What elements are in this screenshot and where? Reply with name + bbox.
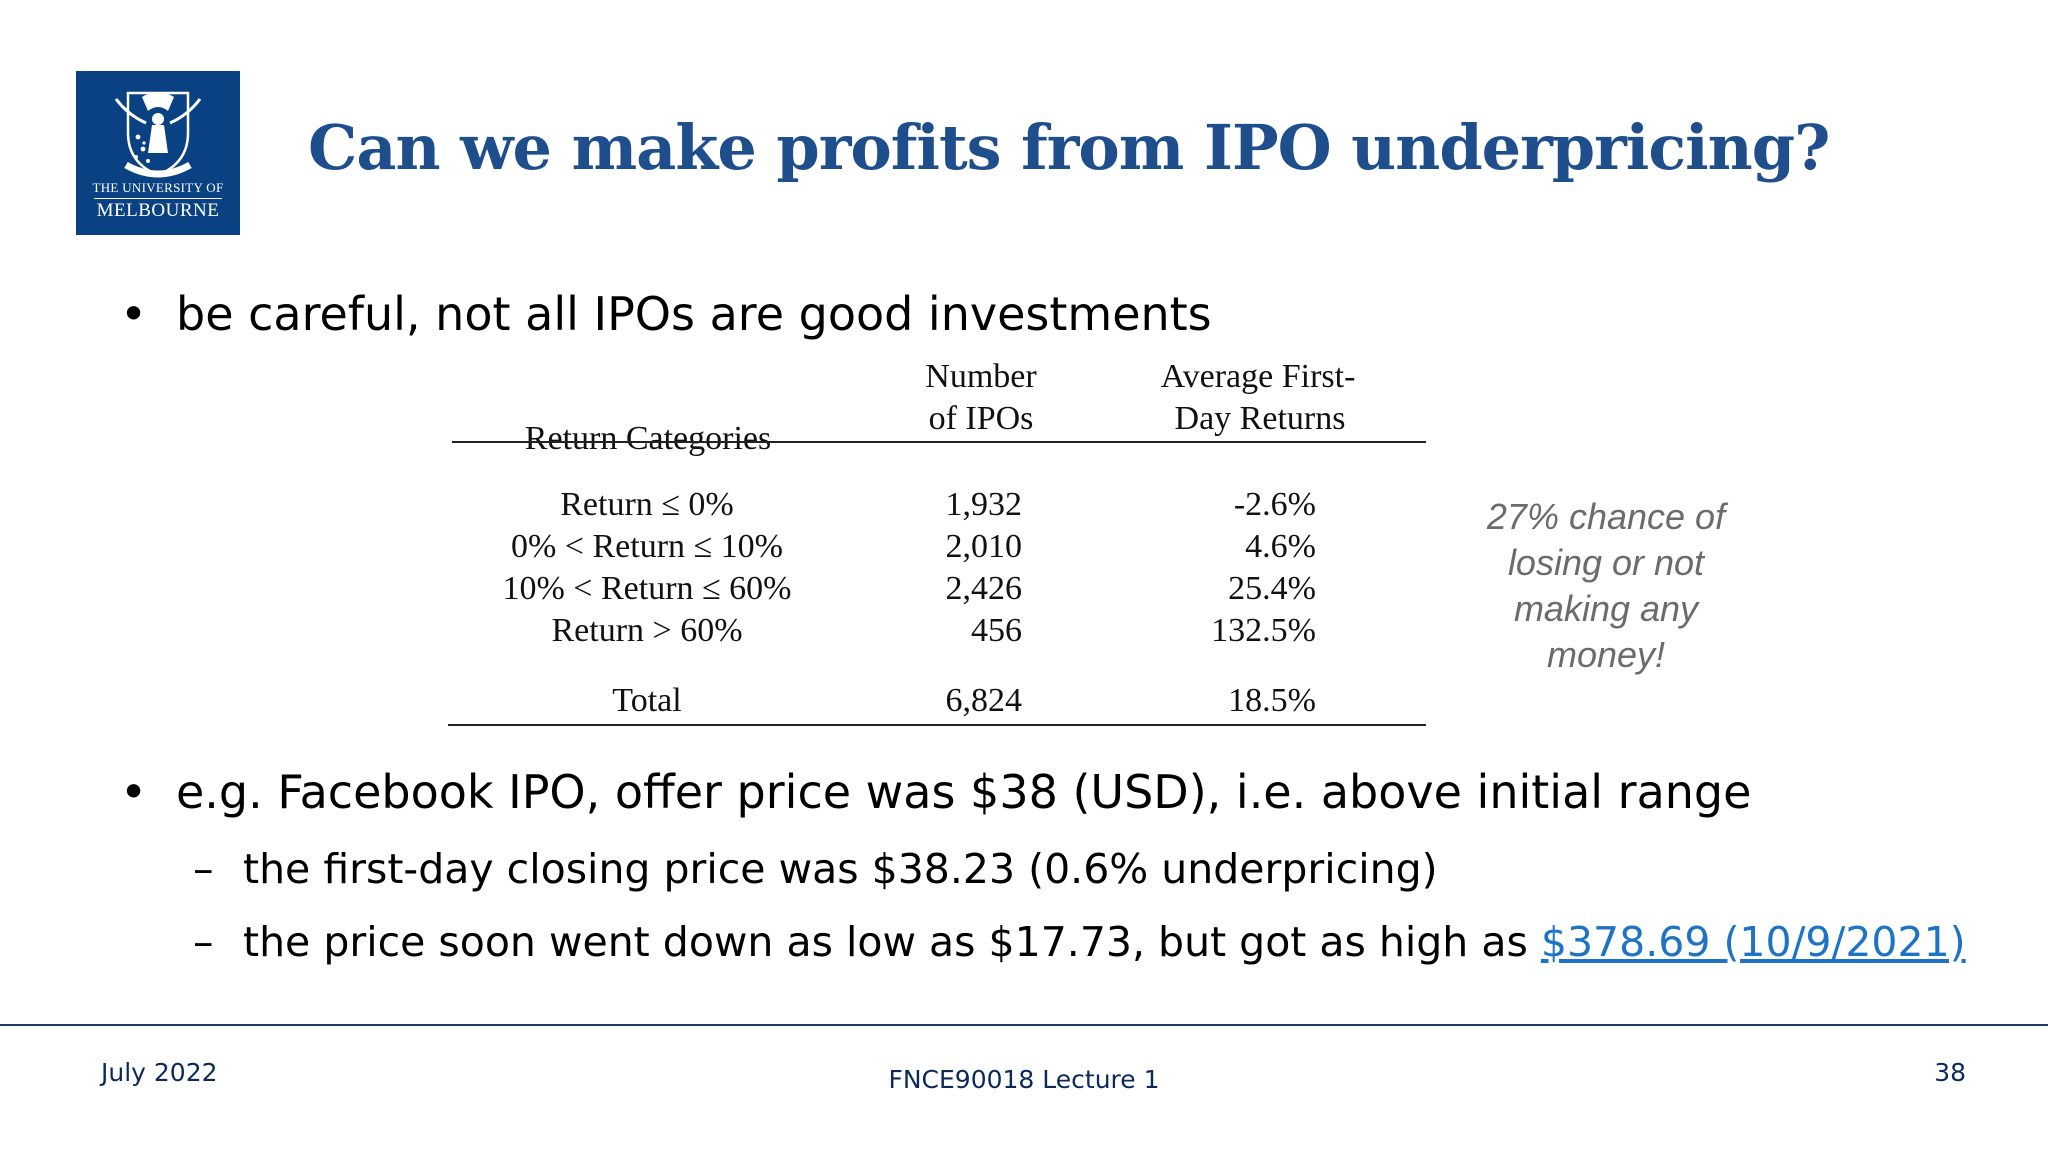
- total-average: 18.5%: [1228, 682, 1316, 719]
- stock-price-link[interactable]: $378.69 (10/9/2021): [1540, 918, 1966, 966]
- header-number-line-2: of IPOs: [928, 400, 1034, 437]
- page-number: 38: [1934, 1058, 1966, 1087]
- dash-icon: –: [193, 845, 214, 893]
- header-number-line-1: Number: [925, 358, 1037, 395]
- note-line-1: 27% chance of: [1486, 496, 1726, 537]
- logo-divider: [94, 198, 222, 199]
- sub-bullet-2: – the price soon went down as low as $17…: [193, 918, 1966, 967]
- bullet-2-text: e.g. Facebook IPO, offer price was $38 (…: [176, 765, 1752, 819]
- bullet-2: • e.g. Facebook IPO, offer price was $38…: [120, 765, 1752, 820]
- row-3-number: 2,426: [945, 570, 1023, 607]
- sub-bullet-1-text: the first-day closing price was $38.23 (…: [243, 845, 1438, 893]
- note-line-2: losing or not: [1507, 542, 1705, 583]
- bullet-dot-icon: •: [120, 765, 148, 819]
- row-4-average: 132.5%: [1211, 612, 1316, 649]
- bullet-1-text: be careful, not all IPOs are good invest…: [176, 287, 1212, 341]
- slide-title: Can we make profits from IPO underpricin…: [308, 111, 1830, 184]
- row-2-number: 2,010: [945, 528, 1023, 565]
- row-1-average: -2.6%: [1233, 486, 1316, 523]
- footer-rule: [0, 1024, 2048, 1026]
- dash-icon: –: [193, 918, 214, 966]
- header-return-categories: Return Categories: [524, 420, 772, 457]
- header-average-line-1: Average First-: [1160, 358, 1356, 395]
- university-logo: THE UNIVERSITY OF MELBOURNE: [76, 71, 240, 235]
- row-3-category: 10% < Return ≤ 60%: [502, 570, 792, 607]
- bullet-1: • be careful, not all IPOs are good inve…: [120, 287, 1212, 342]
- side-note: 27% chance of losing or not making any m…: [1450, 494, 1762, 678]
- note-line-3: making any: [1513, 588, 1699, 629]
- row-1-number: 1,932: [945, 486, 1023, 523]
- sub-bullet-2-text: the price soon went down as low as $17.7…: [243, 918, 1541, 966]
- header-average-line-2: Day Returns: [1174, 400, 1346, 437]
- footer-course: FNCE90018 Lecture 1: [888, 1065, 1160, 1094]
- total-category: Total: [612, 682, 682, 719]
- logo-line-2: MELBOURNE: [96, 200, 220, 221]
- logo-line-1: THE UNIVERSITY OF: [92, 180, 224, 195]
- total-number: 6,824: [945, 682, 1023, 719]
- note-line-4: money!: [1546, 634, 1666, 675]
- table-bottom-rule: [448, 724, 1426, 726]
- table-header-rule: [452, 441, 1426, 443]
- row-2-average: 4.6%: [1245, 528, 1316, 565]
- crest-icon: [114, 91, 202, 178]
- row-4-category: Return > 60%: [551, 612, 743, 649]
- sub-bullet-1: – the first-day closing price was $38.23…: [193, 845, 1438, 894]
- row-4-number: 456: [971, 612, 1022, 649]
- footer-date: July 2022: [101, 1058, 218, 1087]
- row-2-category: 0% < Return ≤ 10%: [510, 528, 784, 565]
- row-3-average: 25.4%: [1228, 570, 1316, 607]
- bullet-dot-icon: •: [120, 287, 148, 341]
- row-1-category: Return ≤ 0%: [560, 486, 734, 523]
